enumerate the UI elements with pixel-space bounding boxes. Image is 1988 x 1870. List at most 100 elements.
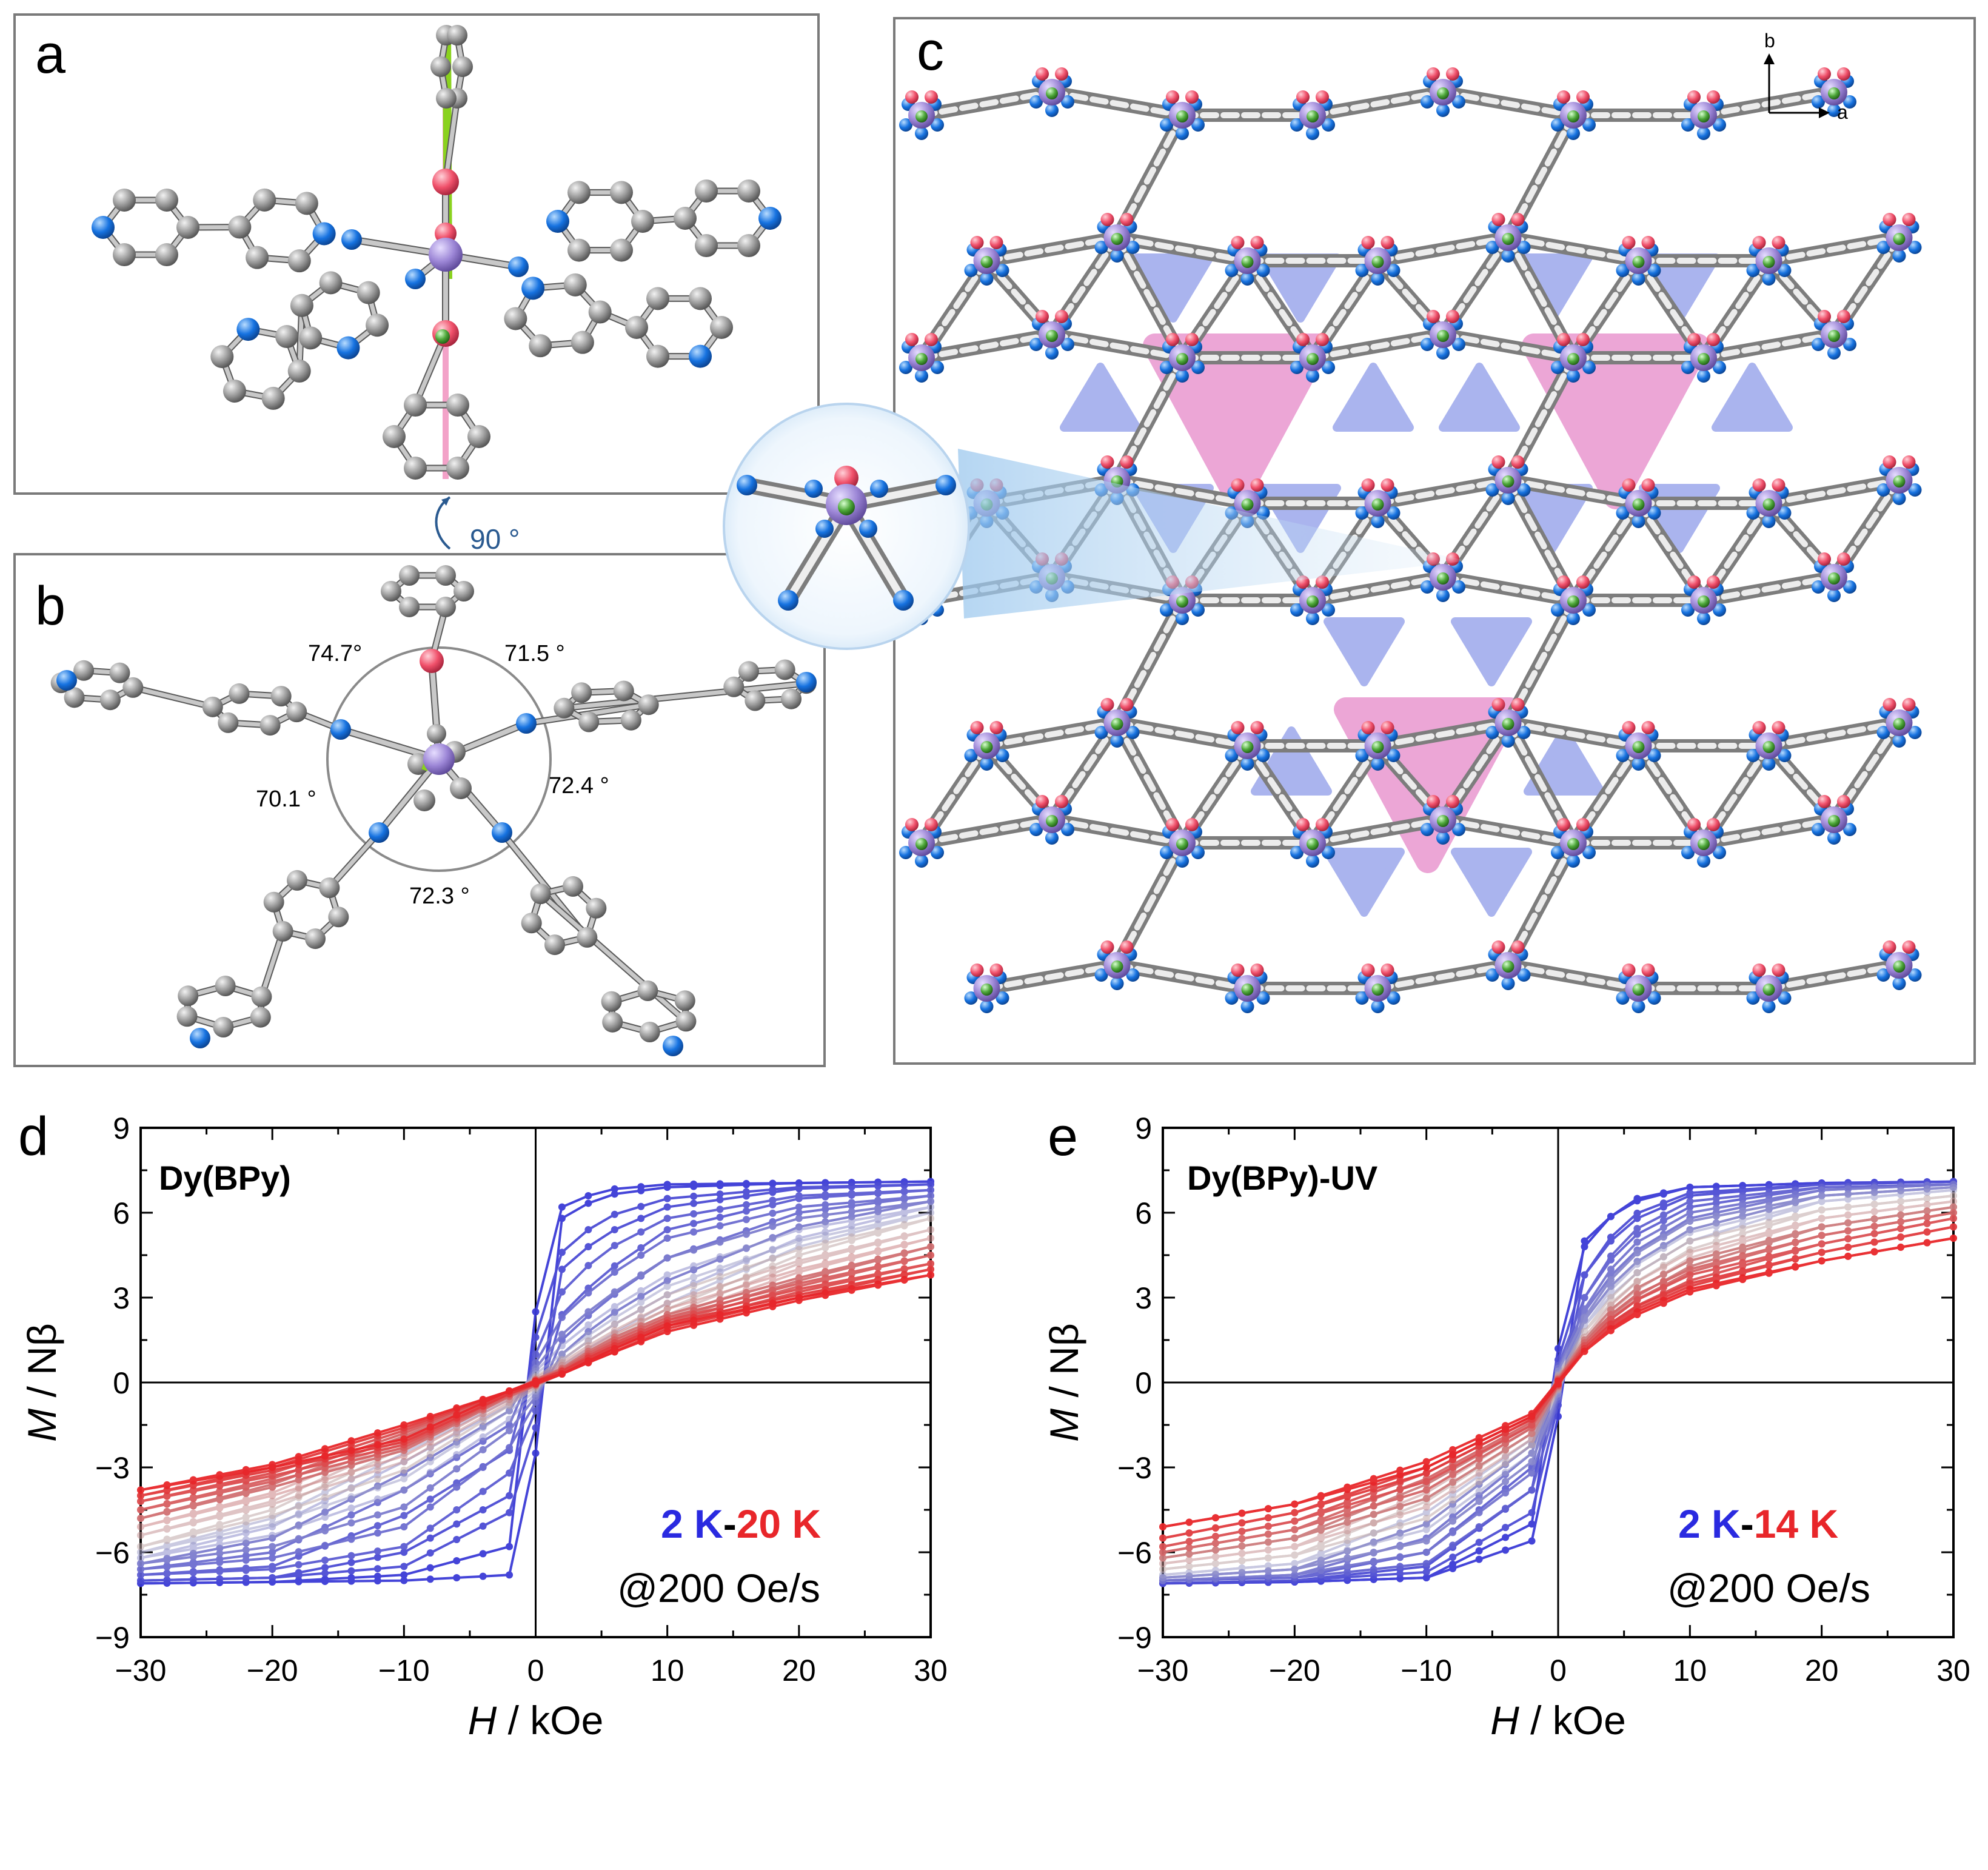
data-point: [373, 1553, 381, 1561]
data-point: [1291, 1571, 1299, 1579]
data-point: [400, 1458, 408, 1466]
atom-o: [1772, 478, 1786, 492]
y-tick-label: 9: [113, 1111, 130, 1145]
atom-c: [723, 676, 745, 697]
atom-n: [492, 822, 512, 843]
data-point: [1475, 1469, 1483, 1477]
data-point: [137, 1543, 144, 1550]
data-point: [216, 1496, 224, 1504]
atom-n: [1616, 991, 1630, 1005]
data-point: [1264, 1538, 1272, 1546]
atom-n: [689, 344, 712, 368]
atom-n: [1876, 483, 1890, 497]
atom-c: [578, 711, 600, 732]
data-point: [1344, 1568, 1351, 1576]
atom-o: [1491, 455, 1505, 469]
data-point: [1396, 1494, 1404, 1502]
data-point: [690, 1182, 698, 1190]
atom-n: [1094, 241, 1108, 254]
dy-node: [1094, 698, 1140, 748]
atom-n: [1582, 361, 1596, 374]
data-point: [189, 1537, 197, 1545]
data-point: [321, 1513, 329, 1521]
atom-o: [1250, 478, 1264, 492]
data-point: [1449, 1470, 1457, 1478]
data-point: [716, 1205, 724, 1213]
linker-bond-highlight: [1765, 962, 1903, 991]
data-point: [742, 1230, 750, 1238]
data-point: [216, 1489, 224, 1496]
data-point: [269, 1543, 276, 1550]
data-point: [663, 1235, 671, 1242]
data-point: [242, 1536, 250, 1544]
atom-o: [1250, 721, 1264, 734]
data-point: [1950, 1186, 1957, 1194]
data-point: [769, 1180, 777, 1188]
data-point: [1581, 1347, 1588, 1355]
data-point: [1844, 1211, 1852, 1219]
data-point: [742, 1274, 750, 1282]
atom-n: [405, 269, 426, 289]
data-point: [900, 1258, 908, 1265]
data-point: [769, 1302, 777, 1310]
data-point: [1739, 1268, 1747, 1276]
data-point: [1370, 1572, 1377, 1580]
data-point: [1502, 1524, 1510, 1532]
data-point: [400, 1421, 408, 1429]
atom-c: [737, 179, 760, 203]
atom-o: [1707, 818, 1720, 831]
atom-n: [190, 1028, 210, 1048]
blue-cavity: [1324, 617, 1405, 686]
atom-n: [915, 854, 928, 868]
data-point: [347, 1577, 355, 1585]
data-point: [1581, 1271, 1588, 1279]
data-point: [1185, 1550, 1193, 1558]
data-point: [1923, 1195, 1931, 1202]
data-point: [1950, 1215, 1957, 1222]
data-point: [927, 1215, 934, 1222]
atom-c: [270, 686, 292, 707]
data-point: [1818, 1198, 1826, 1205]
data-point: [1396, 1503, 1404, 1510]
atom-o: [1185, 333, 1199, 346]
data-point: [137, 1492, 144, 1500]
data-point: [1475, 1509, 1483, 1516]
atom-c: [435, 596, 456, 617]
data-point: [822, 1221, 829, 1229]
data-point: [1344, 1486, 1351, 1493]
data-point: [1765, 1246, 1773, 1254]
data-point: [532, 1424, 540, 1432]
data-point: [742, 1216, 750, 1224]
atom-centroid: [1762, 498, 1775, 511]
data-point: [1870, 1208, 1878, 1216]
atom-o: [1752, 236, 1766, 249]
data-point: [269, 1574, 276, 1581]
data-point: [295, 1561, 303, 1569]
data-point: [690, 1192, 698, 1200]
axis-indicator: b a: [1764, 30, 1848, 123]
dy-node: [1551, 333, 1596, 383]
data-point: [558, 1215, 566, 1222]
atom-n: [1387, 506, 1401, 520]
atom-o: [1883, 940, 1896, 954]
atom-n: [1892, 249, 1906, 263]
atom-o: [1576, 333, 1590, 346]
atom-c: [450, 777, 472, 799]
data-point: [795, 1260, 803, 1267]
atom-o: [970, 963, 984, 977]
atom-o: [1641, 236, 1655, 249]
atom-o: [1902, 213, 1916, 226]
atom-c: [586, 897, 607, 919]
atom-c: [613, 680, 634, 702]
atom-o: [1622, 963, 1636, 977]
data-point: [611, 1210, 618, 1218]
atom-n: [1126, 241, 1140, 254]
dy-node: [1616, 478, 1661, 528]
atom-n: [980, 1000, 994, 1013]
panel-d-inset-label: Dy(BPy): [159, 1159, 291, 1197]
blue-cavity: [1133, 253, 1214, 323]
atom-n: [1616, 264, 1630, 277]
data-point: [242, 1477, 250, 1485]
data-point: [295, 1578, 303, 1586]
data-point: [321, 1527, 329, 1535]
